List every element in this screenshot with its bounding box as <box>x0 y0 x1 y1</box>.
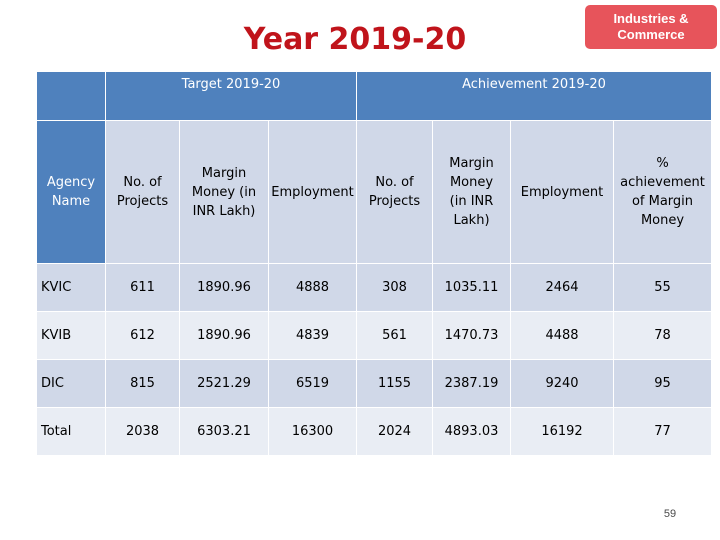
target-employment-header: Employment <box>269 121 356 263</box>
table-cell: 1035.11 <box>433 264 510 311</box>
table-cell: 4488 <box>511 312 613 359</box>
agency-header-spacer <box>37 72 105 120</box>
table-cell: 2464 <box>511 264 613 311</box>
table-cell: 77 <box>614 408 711 455</box>
percent-achievement-header: % achievement of Margin Money <box>614 121 711 263</box>
achievement-margin-header: Margin Money (in INR Lakh) <box>433 121 510 263</box>
target-margin-header: Margin Money (in INR Lakh) <box>180 121 268 263</box>
table-cell: 2521.29 <box>180 360 268 407</box>
achievement-projects-header: No. of Projects <box>357 121 432 263</box>
target-projects-header: No. of Projects <box>106 121 179 263</box>
table-cell: 2038 <box>106 408 179 455</box>
page-title: Year 2019-20 <box>243 22 467 57</box>
badge-line-1: Industries & <box>613 11 689 26</box>
table-row-agency: Total <box>37 408 105 455</box>
table-cell: 1155 <box>357 360 432 407</box>
table-cell: 95 <box>614 360 711 407</box>
table-cell: 2387.19 <box>433 360 510 407</box>
table-cell: 815 <box>106 360 179 407</box>
table-cell: 2024 <box>357 408 432 455</box>
table-cell: 561 <box>357 312 432 359</box>
table-row-agency: KVIC <box>37 264 105 311</box>
table-cell: 1470.73 <box>433 312 510 359</box>
badge-line-2: Commerce <box>617 27 685 42</box>
table-cell: 1890.96 <box>180 312 268 359</box>
table-row-agency: DIC <box>37 360 105 407</box>
table-cell: 4888 <box>269 264 356 311</box>
achievement-group-header: Achievement 2019-20 <box>357 72 711 120</box>
table-cell: 78 <box>614 312 711 359</box>
target-group-header: Target 2019-20 <box>106 72 356 120</box>
table-cell: 16192 <box>511 408 613 455</box>
table-cell: 6303.21 <box>180 408 268 455</box>
table-cell: 1890.96 <box>180 264 268 311</box>
agency-name-header: Agency Name <box>37 121 105 263</box>
table-cell: 6519 <box>269 360 356 407</box>
achievement-employment-header: Employment <box>511 121 613 263</box>
table-cell: 4839 <box>269 312 356 359</box>
table-cell: 308 <box>357 264 432 311</box>
page-number: 59 <box>663 508 677 520</box>
table-cell: 4893.03 <box>433 408 510 455</box>
table-cell: 16300 <box>269 408 356 455</box>
table-cell: 611 <box>106 264 179 311</box>
table-row-agency: KVIB <box>37 312 105 359</box>
table-cell: 612 <box>106 312 179 359</box>
section-badge: Industries & Commerce <box>585 5 717 49</box>
table-cell: 9240 <box>511 360 613 407</box>
table-cell: 55 <box>614 264 711 311</box>
